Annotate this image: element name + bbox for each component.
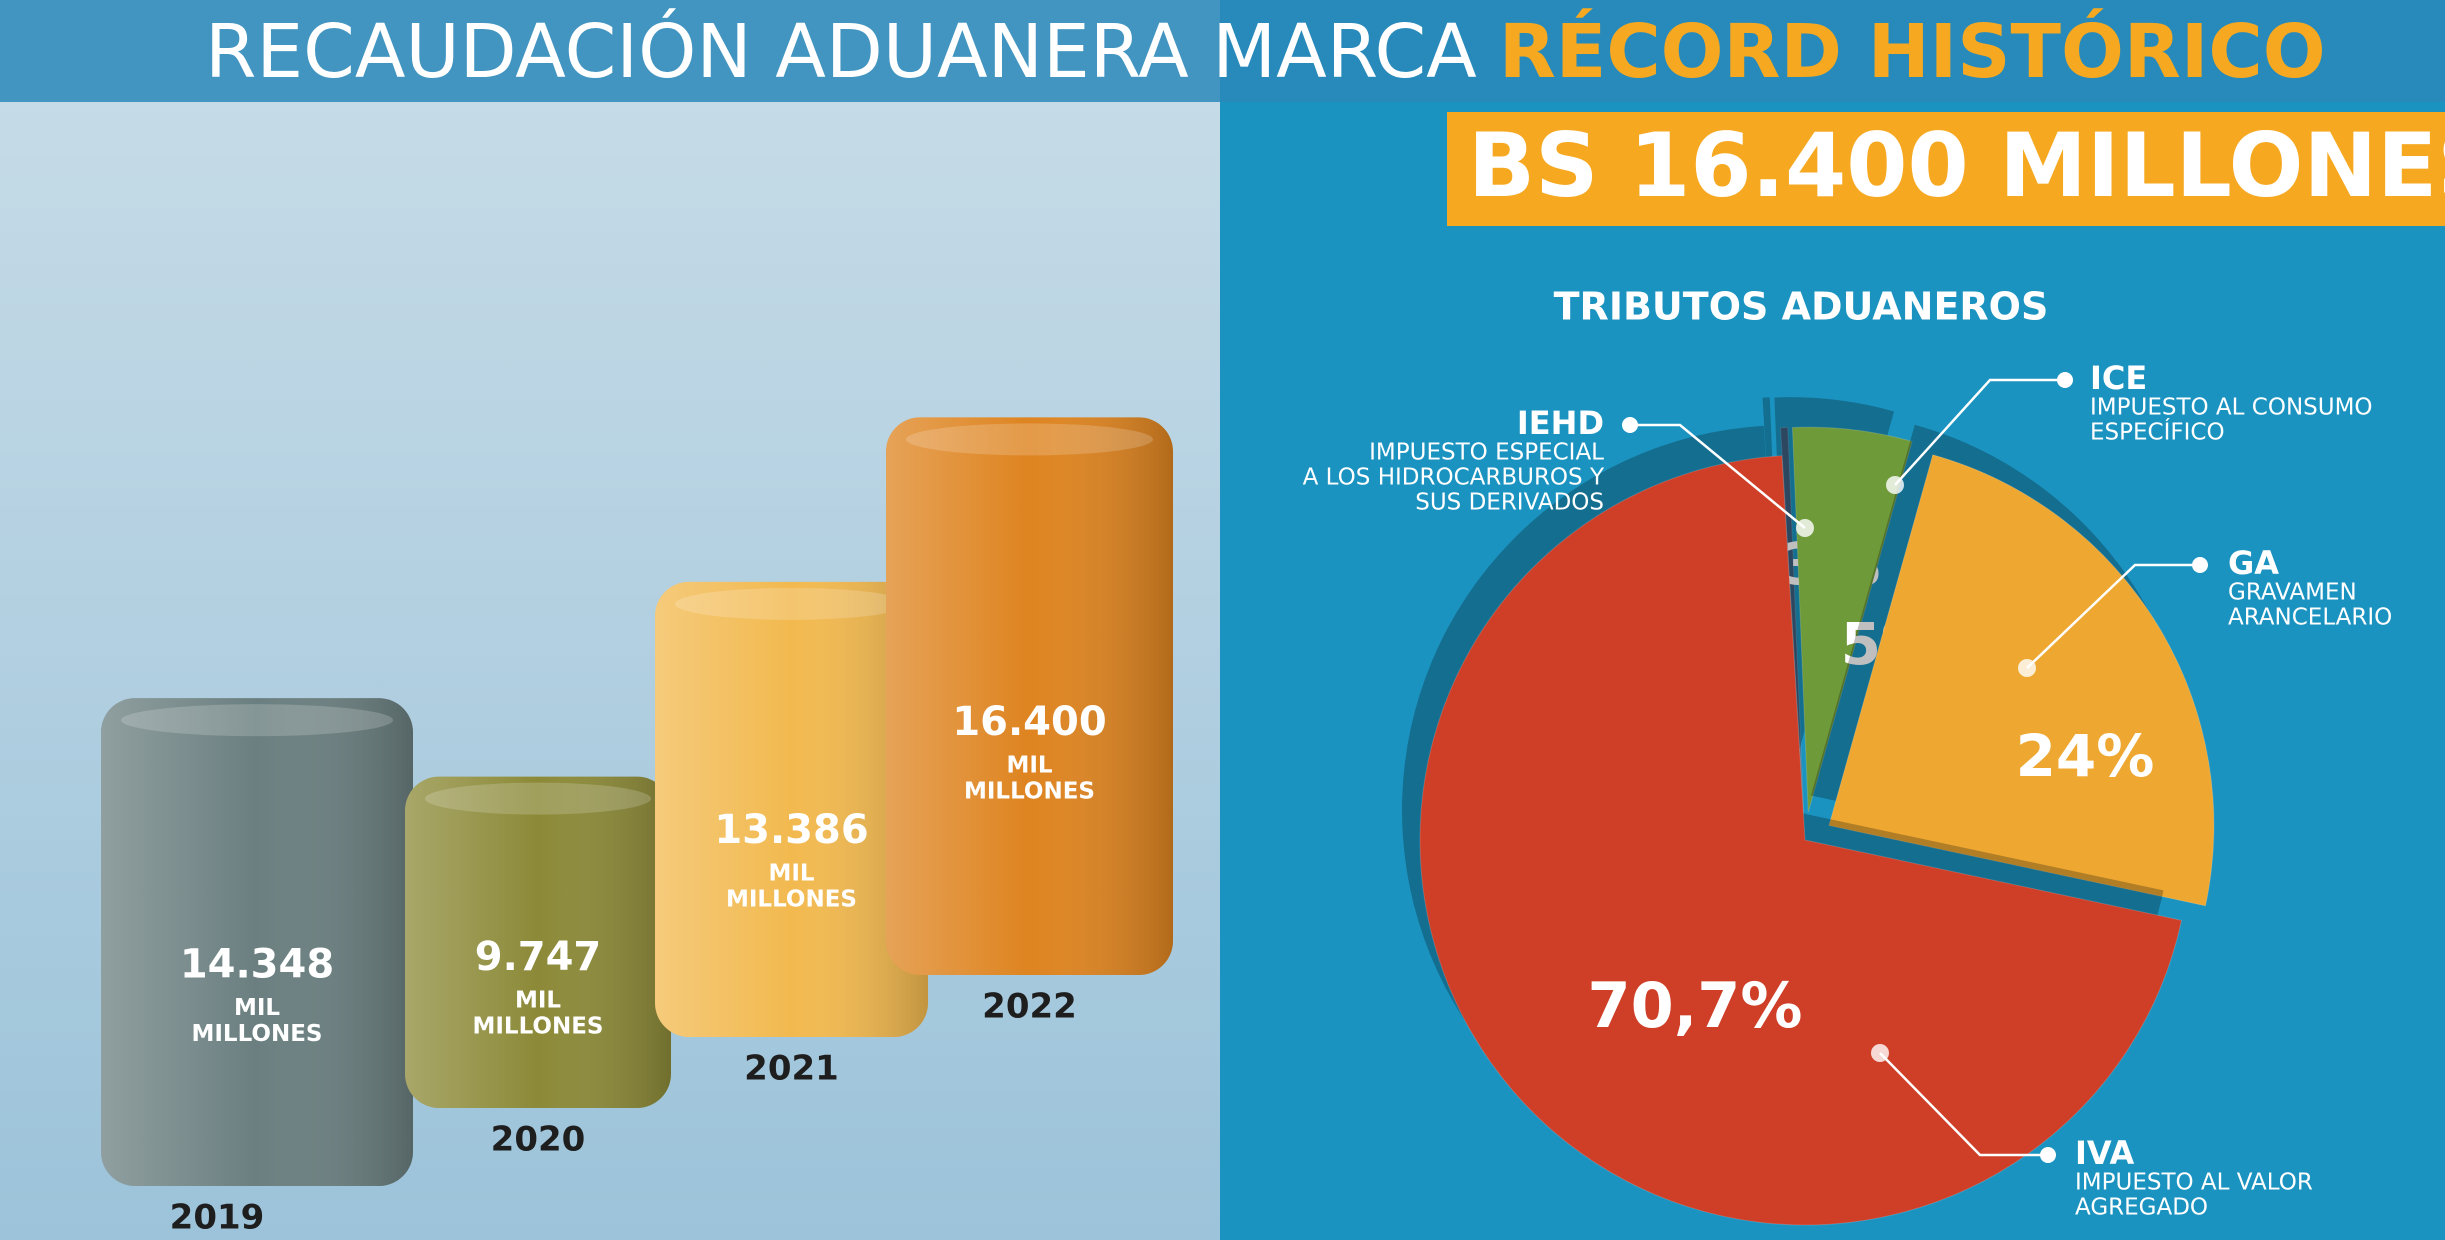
leader-line: [1630, 423, 1806, 529]
value-label: 16.400: [952, 699, 1106, 745]
pie-title: TRIBUTOS ADUANEROS: [1554, 285, 2049, 329]
title-part: RECAUDACIÓN ADUANERA MARCA: [205, 7, 1477, 95]
pie-description: IMPUESTO AL CONSUMO: [2090, 395, 2373, 421]
leader-tip: [1796, 519, 1814, 537]
bar-shine: [886, 417, 1173, 975]
pie-category-label: IEHD: [1517, 404, 1604, 442]
pie-description: ARANCELARIO: [2228, 605, 2392, 631]
pie-slice: [1419, 455, 2183, 1226]
category-label: 2021: [744, 1049, 839, 1089]
leader-dot: [2192, 557, 2208, 573]
value-label: 9.747: [475, 934, 602, 980]
pie-description: IMPUESTO ESPECIAL: [1369, 440, 1604, 466]
unit-label: MIL: [234, 995, 280, 1021]
bar-top: [906, 423, 1153, 456]
title: RECAUDACIÓN ADUANERA MARCA RÉCORD HISTÓRI…: [205, 7, 2326, 95]
pie-description: AGREGADO: [2075, 1195, 2208, 1221]
leader-tip: [1886, 476, 1904, 494]
bar-shine: [405, 776, 671, 1108]
bar-shine: [101, 698, 413, 1186]
leader-dot: [2057, 372, 2073, 388]
unit-label: MILLONES: [472, 1013, 603, 1039]
pie-slice: [1828, 454, 2215, 907]
unit-label: MILLONES: [726, 887, 857, 913]
pie-description: A LOS HIDROCARBUROS Y: [1303, 465, 1605, 491]
banner: [1447, 112, 2445, 226]
unit-label: MILLONES: [964, 779, 1095, 805]
unit-label: MIL: [768, 861, 814, 887]
category-label: 2022: [982, 987, 1077, 1027]
bar-top: [121, 704, 393, 737]
pie-description: IMPUESTO AL VALOR: [2075, 1170, 2313, 1196]
leader-tip: [2018, 659, 2036, 677]
leader-line: [1879, 1052, 2048, 1157]
unit-label: MIL: [515, 987, 561, 1013]
pie-description: SUS DERIVADOS: [1415, 490, 1604, 516]
unit-label: MIL: [1006, 753, 1052, 779]
pie-category-label: GA: [2228, 544, 2279, 582]
pie-slice: [1791, 426, 1913, 813]
bar-top: [675, 587, 908, 620]
leader-dot: [1622, 417, 1638, 433]
pie-category-label: ICE: [2090, 359, 2147, 397]
pie-value-label: 24%: [2016, 722, 2155, 790]
pie-category-label: IVA: [2075, 1134, 2135, 1172]
pie-description: ESPECÍFICO: [2090, 418, 2225, 446]
leader-tip: [1871, 1044, 1889, 1062]
leader-line: [2026, 563, 2200, 669]
leader-dot: [2040, 1147, 2056, 1163]
pie-description: GRAVAMEN: [2228, 580, 2357, 606]
title-highlight: RÉCORD HISTÓRICO: [1499, 7, 2326, 95]
bar-top: [425, 782, 651, 815]
pie-value-label: 70,7%: [1587, 969, 1802, 1042]
category-label: 2020: [491, 1120, 586, 1160]
header-band: [0, 0, 2445, 102]
category-label: 2019: [170, 1198, 265, 1238]
pie-slice: [1779, 426, 1805, 813]
banner-text: BS 16.400 MILLONES: [1468, 114, 2445, 217]
bar-shine: [655, 581, 928, 1037]
value-label: 14.348: [180, 941, 334, 987]
unit-label: MILLONES: [191, 1021, 322, 1047]
value-label: 13.386: [714, 807, 868, 853]
leader-line: [1894, 378, 2065, 486]
